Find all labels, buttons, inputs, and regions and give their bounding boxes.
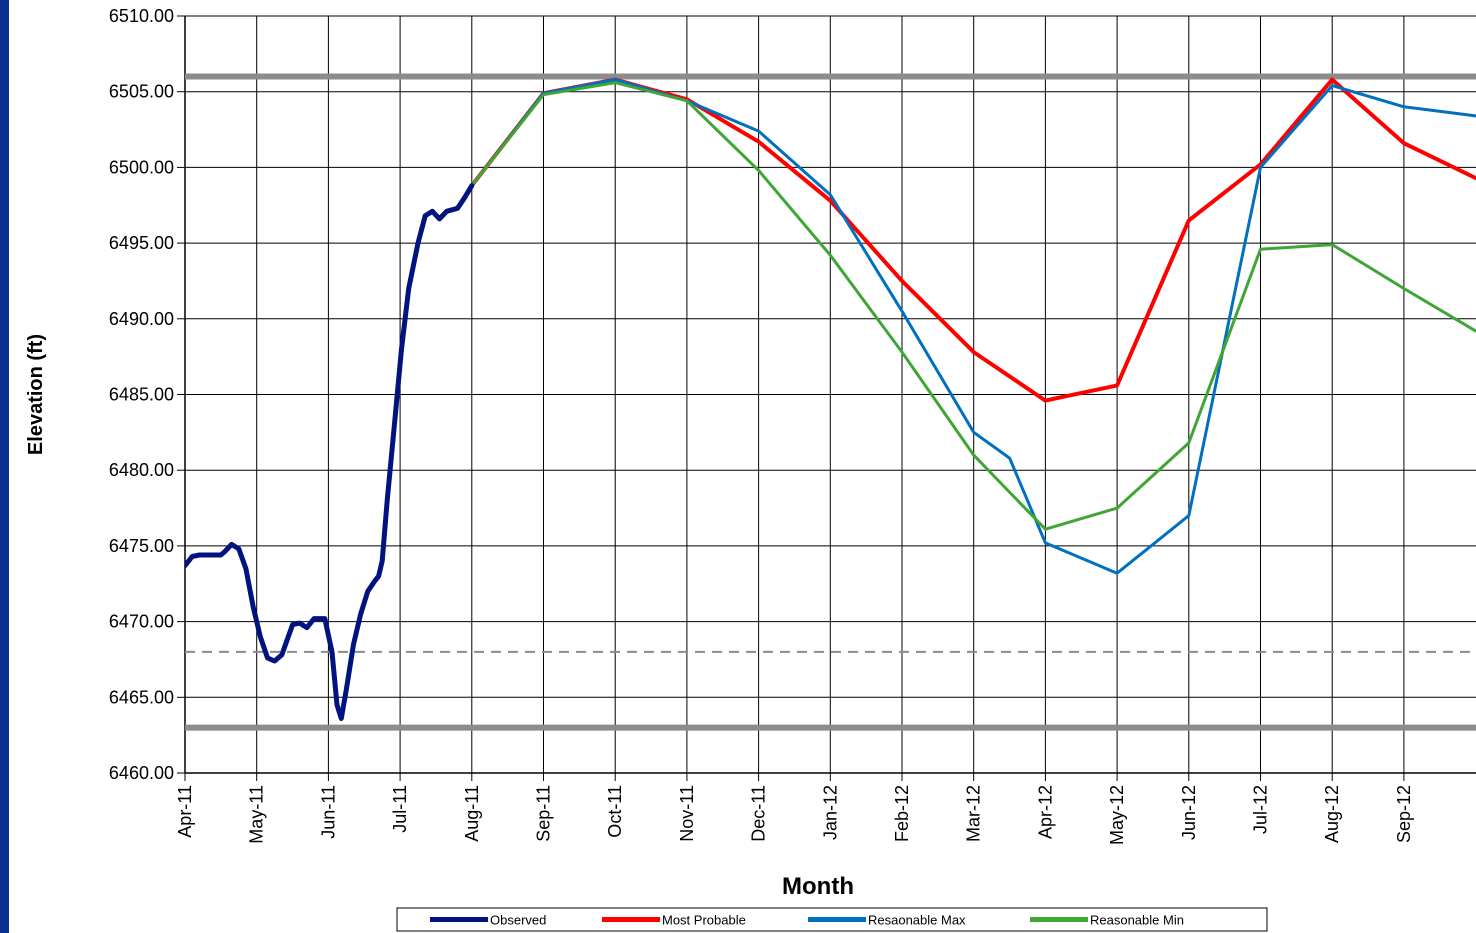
x-axis-ticks: Apr-11 May-11 Jun-11 Jul-11 Aug-11 Sep-11 Oct-…: [175, 773, 1414, 845]
x-tick-label: Jun-12: [1179, 785, 1199, 840]
y-tick-label: 6460.00: [109, 763, 174, 783]
y-tick-label: 6480.00: [109, 460, 174, 480]
legend-label: Most Probable: [662, 913, 746, 928]
x-tick-label: May-11: [247, 785, 267, 844]
x-tick-label: Aug-11: [462, 785, 482, 842]
legend-label: Reasonable Min: [1090, 913, 1184, 928]
grid-lines: [184, 15, 1476, 774]
reference-lines: [185, 73, 1476, 731]
left-accent-band: [0, 0, 9, 933]
y-axis-ticks: 6460.00 6465.00 6470.00 6475.00 6480.00 6485.…: [109, 6, 185, 783]
x-tick-label: Sep-12: [1394, 785, 1414, 843]
x-tick-label: May-12: [1107, 785, 1127, 845]
y-axis-title: Elevation (ft): [25, 334, 47, 455]
x-tick-label: Jul-12: [1251, 785, 1271, 834]
x-tick-label: Feb-12: [892, 785, 912, 842]
y-tick-label: 6475.00: [109, 536, 174, 556]
y-tick-label: 6470.00: [109, 612, 174, 632]
x-tick-label: Dec-11: [749, 785, 769, 842]
y-tick-label: 6495.00: [109, 233, 174, 253]
y-tick-label: 6505.00: [109, 82, 174, 102]
x-tick-label: Jul-11: [390, 785, 410, 833]
x-axis-title: Month: [782, 873, 854, 900]
x-tick-label: Jan-12: [820, 785, 840, 840]
x-tick-label: Apr-12: [1035, 785, 1055, 839]
x-tick-label: Mar-12: [964, 785, 984, 842]
x-tick-label: Aug-12: [1322, 785, 1342, 843]
series-line-observed: [185, 183, 475, 721]
y-tick-label: 6485.00: [109, 385, 174, 405]
y-tick-label: 6510.00: [109, 6, 174, 26]
y-tick-label: 6490.00: [109, 309, 174, 329]
x-tick-label: Nov-11: [677, 785, 697, 842]
legend: Observed Most Probable Resaonable Max Reaso…: [396, 907, 1268, 932]
x-tick-label: Jun-11: [318, 785, 338, 839]
legend-label: Resaonable Max: [868, 913, 966, 928]
legend-label: Observed: [490, 913, 546, 928]
x-tick-label: Oct-11: [605, 785, 625, 838]
x-tick-label: Sep-11: [534, 785, 554, 842]
y-tick-label: 6500.00: [109, 157, 174, 177]
series-line-reasonable-min: [470, 81, 1476, 531]
series-lines: [185, 77, 1476, 721]
x-tick-label: Apr-11: [175, 785, 195, 838]
y-tick-label: 6465.00: [109, 687, 174, 707]
